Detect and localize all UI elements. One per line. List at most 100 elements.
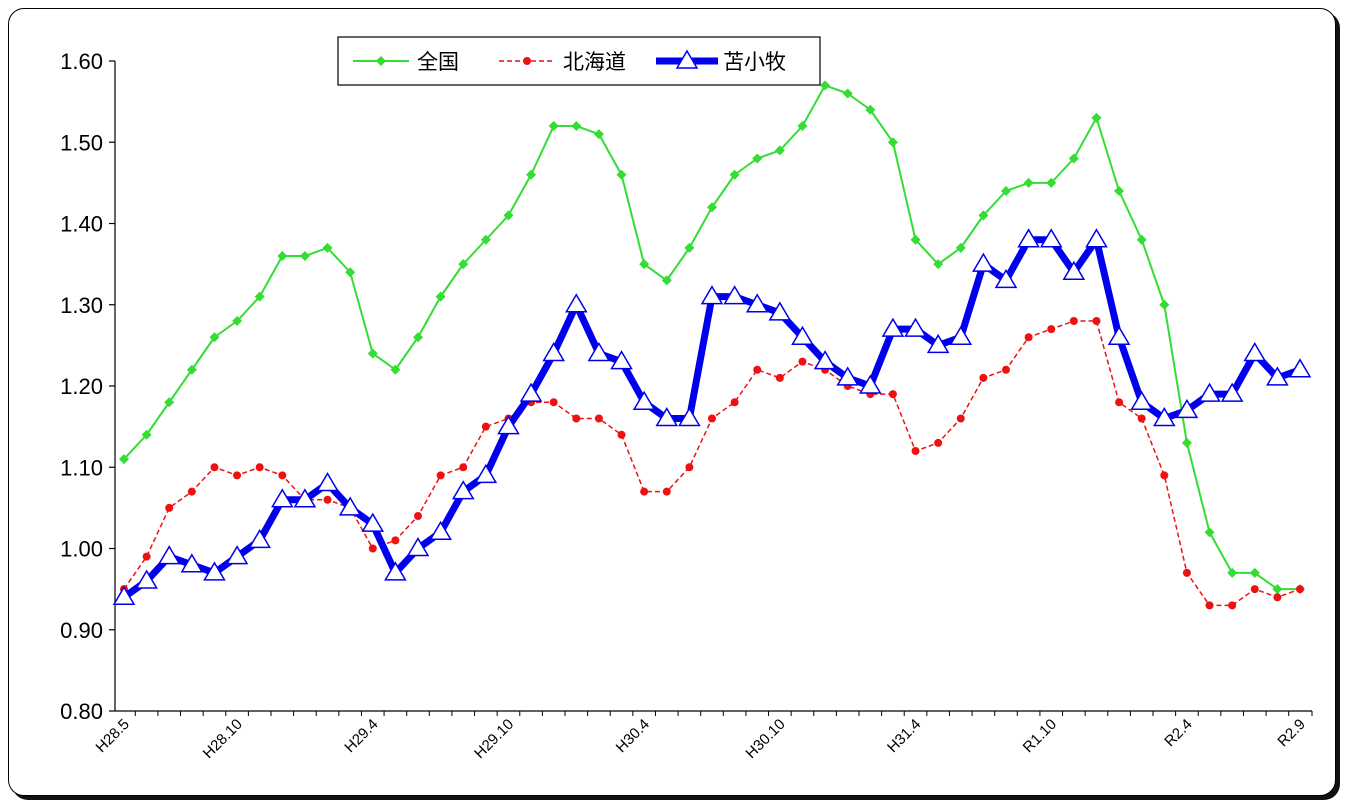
data-point bbox=[887, 137, 898, 148]
series-line bbox=[123, 320, 1301, 607]
data-point bbox=[497, 415, 520, 435]
data-point bbox=[157, 545, 181, 565]
data-point bbox=[519, 382, 543, 402]
data-point bbox=[1136, 234, 1147, 245]
data-point bbox=[1273, 593, 1282, 602]
data-point bbox=[436, 471, 445, 480]
data-point bbox=[141, 429, 152, 440]
data-point bbox=[203, 561, 226, 581]
x-tick-label: H29.4 bbox=[341, 716, 381, 756]
data-point bbox=[1047, 325, 1056, 334]
data-point bbox=[187, 487, 196, 496]
data-point bbox=[1288, 358, 1312, 378]
y-tick-label: 0.90 bbox=[60, 618, 103, 643]
data-point bbox=[865, 104, 876, 115]
series-layer bbox=[112, 80, 1312, 610]
data-point bbox=[1091, 112, 1102, 123]
data-point bbox=[293, 488, 317, 508]
data-point bbox=[730, 398, 739, 407]
data-point bbox=[299, 251, 310, 261]
data-point bbox=[639, 259, 650, 270]
chart-frame bbox=[8, 8, 1336, 796]
data-point bbox=[729, 169, 740, 180]
data-point bbox=[1272, 584, 1283, 595]
legend-label-tomakomai: 苫小牧 bbox=[723, 50, 786, 74]
data-point bbox=[1062, 260, 1086, 280]
data-point bbox=[390, 364, 401, 375]
data-point bbox=[798, 357, 807, 366]
legend-label-hokkaido: 北海道 bbox=[563, 50, 626, 74]
data-point bbox=[994, 268, 1018, 289]
data-point bbox=[112, 585, 136, 605]
x-tick-label: H30.10 bbox=[742, 716, 788, 762]
data-point bbox=[1182, 568, 1191, 577]
data-point bbox=[255, 463, 264, 472]
x-tick-label: H31.4 bbox=[884, 716, 924, 756]
data-point bbox=[361, 512, 385, 532]
data-point bbox=[458, 259, 469, 270]
data-point bbox=[435, 291, 446, 302]
legend: 全国 北海道 苫小牧 bbox=[337, 36, 821, 86]
data-point bbox=[1250, 585, 1259, 594]
data-point bbox=[842, 88, 853, 99]
data-point bbox=[367, 348, 378, 359]
legend-box bbox=[337, 36, 821, 86]
data-point bbox=[1266, 366, 1289, 386]
data-point bbox=[1205, 601, 1214, 610]
data-point bbox=[956, 414, 965, 423]
data-point bbox=[368, 544, 377, 553]
data-point bbox=[1001, 186, 1011, 196]
y-tick-label: 1.50 bbox=[60, 130, 103, 155]
data-point bbox=[1092, 317, 1101, 325]
data-point bbox=[888, 390, 897, 399]
data-point bbox=[820, 80, 831, 91]
data-point bbox=[338, 496, 362, 516]
y-tick-label: 1.00 bbox=[60, 537, 103, 562]
data-point bbox=[164, 397, 175, 408]
data-point bbox=[949, 325, 973, 345]
data-point bbox=[707, 202, 717, 213]
data-point bbox=[678, 407, 701, 427]
data-point bbox=[119, 454, 129, 465]
data-point bbox=[617, 430, 626, 439]
y-tick-label: 1.20 bbox=[60, 374, 103, 399]
data-point bbox=[1152, 407, 1176, 427]
data-point bbox=[700, 285, 724, 305]
data-point bbox=[571, 121, 582, 131]
data-point bbox=[1296, 585, 1304, 594]
data-point bbox=[542, 342, 566, 362]
series-1 bbox=[120, 317, 1304, 610]
data-point bbox=[1220, 382, 1244, 402]
data-point bbox=[413, 332, 423, 343]
data-point bbox=[640, 487, 649, 496]
data-point bbox=[797, 121, 808, 131]
data-point bbox=[480, 234, 491, 245]
data-point bbox=[232, 316, 243, 326]
data-point bbox=[1198, 382, 1221, 402]
legend-label-national: 全国 bbox=[417, 50, 459, 74]
data-point bbox=[933, 259, 944, 270]
data-point bbox=[474, 463, 498, 484]
data-point bbox=[186, 364, 197, 375]
data-point bbox=[753, 365, 762, 374]
data-point bbox=[526, 169, 537, 180]
data-point bbox=[836, 366, 860, 386]
data-point bbox=[1130, 390, 1154, 410]
y-tick-label: 1.30 bbox=[60, 293, 103, 318]
data-point bbox=[610, 350, 633, 370]
data-point bbox=[254, 291, 265, 302]
data-point bbox=[414, 512, 422, 520]
data-point bbox=[1023, 177, 1034, 188]
data-point bbox=[934, 438, 943, 447]
data-point bbox=[685, 463, 694, 472]
data-point bbox=[142, 552, 151, 561]
data-point bbox=[1159, 299, 1170, 310]
data-point bbox=[632, 390, 656, 410]
data-point bbox=[745, 293, 769, 313]
y-tick-label: 1.10 bbox=[60, 455, 103, 480]
data-point bbox=[752, 153, 763, 164]
data-point bbox=[165, 503, 174, 512]
series-0 bbox=[119, 80, 1305, 595]
data-point bbox=[278, 471, 287, 480]
data-point bbox=[1249, 567, 1260, 578]
